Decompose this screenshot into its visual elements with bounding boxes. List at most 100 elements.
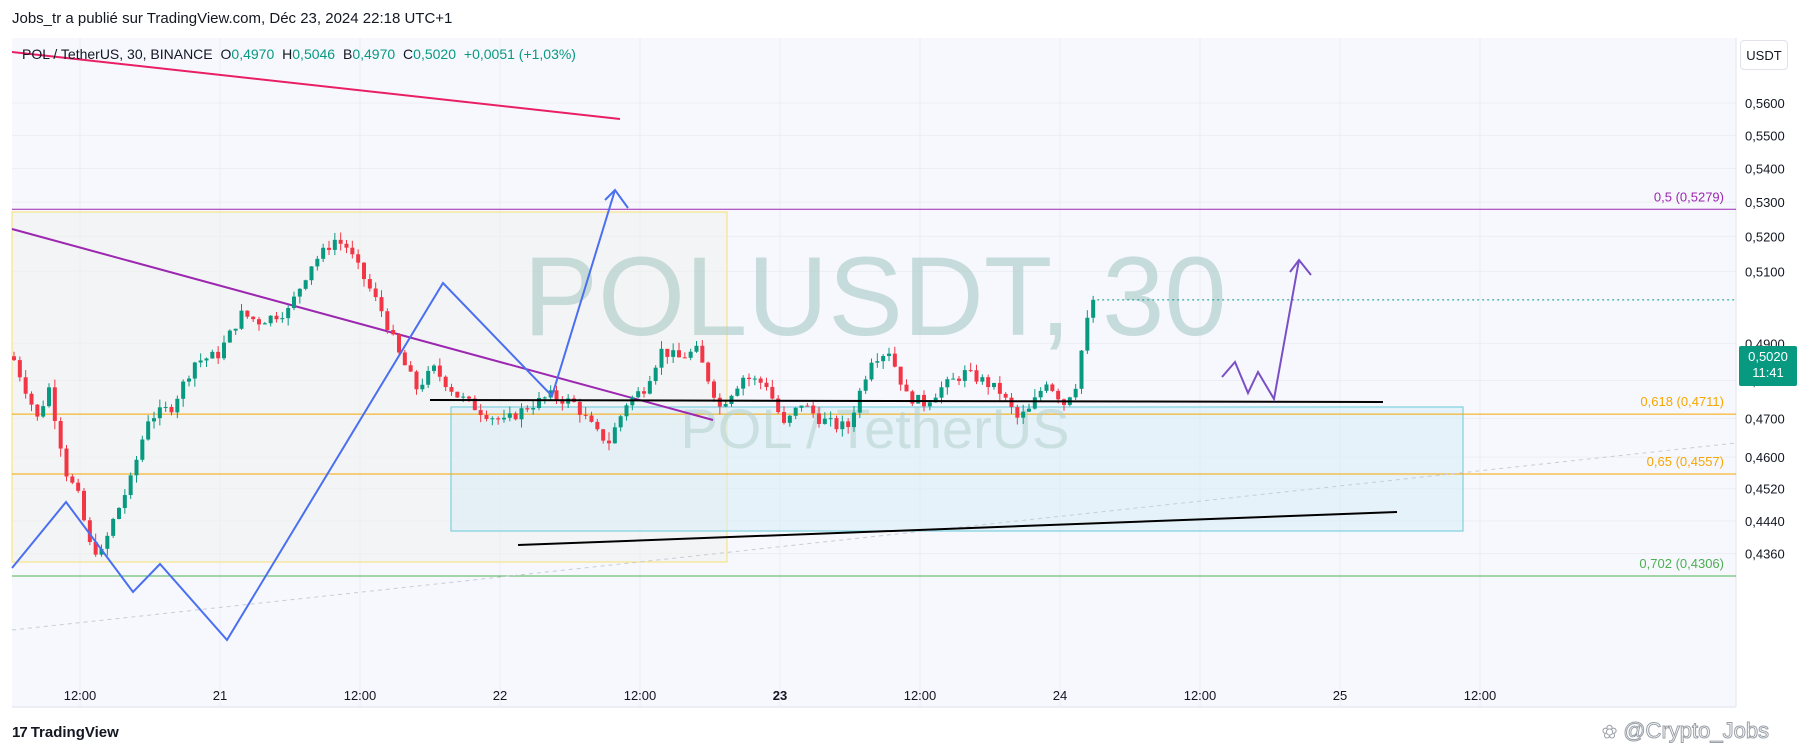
candle-body (852, 412, 856, 428)
tradingview-logo[interactable]: 17 TradingView (12, 724, 119, 741)
candle-body (659, 348, 664, 368)
candle-body (379, 297, 384, 312)
candle-body (502, 417, 506, 420)
candle (204, 357, 209, 367)
pink-trendline[interactable] (11, 51, 621, 120)
price-tick-label: 0,4700 (1745, 411, 1785, 426)
candle (134, 455, 139, 483)
price-tick-label: 0,5200 (1745, 229, 1785, 244)
candle-body (607, 440, 611, 444)
pattern-drawings (11, 188, 1398, 642)
candle-body (134, 459, 139, 476)
candle (892, 346, 897, 368)
candle-body (181, 381, 186, 399)
candle (146, 415, 151, 441)
candle (233, 328, 238, 335)
dashed-trendline[interactable] (11, 442, 1737, 631)
high-label: H (282, 46, 293, 62)
candle (992, 382, 996, 390)
consolidation-box[interactable] (450, 406, 1464, 532)
candle (986, 374, 991, 395)
candle-body (122, 495, 127, 508)
price-tick-label: 0,4440 (1745, 514, 1785, 529)
candle (12, 351, 16, 362)
candle-body (747, 377, 751, 380)
candle (297, 288, 302, 304)
candle (239, 303, 244, 330)
candle (618, 414, 623, 432)
candle-body (64, 448, 69, 477)
candle (321, 243, 326, 263)
candle-body (677, 350, 681, 358)
candle-body (52, 387, 57, 422)
price-tick-label: 0,5400 (1745, 161, 1785, 176)
candle (163, 401, 168, 412)
currency-button[interactable]: USDT (1740, 40, 1788, 70)
candle-body (560, 399, 565, 404)
candle-body (957, 378, 961, 381)
price-tick-label: 0,4520 (1745, 482, 1785, 497)
purple-projection-path[interactable] (1221, 259, 1300, 402)
candle-body (665, 348, 670, 357)
candle (344, 239, 349, 254)
candle (47, 383, 51, 408)
candle (682, 352, 687, 359)
candle (187, 375, 191, 387)
candle-body (146, 421, 151, 440)
time-tick-label: 12:00 (1184, 688, 1217, 703)
candle-body (391, 329, 396, 335)
candle-body (169, 406, 174, 413)
candle-body (484, 415, 489, 420)
candle-body (152, 418, 156, 422)
candle (397, 332, 401, 355)
fib-lines (12, 208, 1736, 577)
candle (1085, 310, 1090, 354)
candle (23, 370, 28, 399)
candle-body (694, 345, 699, 352)
change-value: +0,0051 (+1,03%) (463, 46, 576, 62)
candle-body (1056, 390, 1061, 400)
price-tick-label: 0,5300 (1745, 195, 1785, 210)
candle (152, 411, 156, 429)
candle-body (449, 387, 454, 392)
candle-body (636, 391, 641, 398)
candle (128, 472, 133, 499)
candle-body (758, 378, 763, 383)
candle (793, 407, 798, 420)
candle-body (752, 378, 757, 380)
candle (58, 417, 63, 457)
candle (64, 444, 69, 482)
purple-trendline[interactable] (11, 228, 714, 421)
candle-body (1038, 390, 1043, 398)
resistance-line[interactable] (429, 399, 1384, 403)
candle (367, 273, 372, 292)
candle (840, 415, 845, 437)
candle-body (764, 382, 769, 388)
candle (717, 393, 722, 415)
candle-body (268, 315, 273, 324)
candle (1050, 383, 1055, 393)
candle (583, 407, 588, 420)
candle-body (443, 376, 448, 388)
candle-body (432, 365, 436, 371)
candle (770, 379, 775, 400)
candle-body (706, 362, 711, 382)
candle (76, 478, 81, 493)
fib-level-label: 0,65 (0,4557) (1647, 454, 1724, 469)
candle-body (735, 388, 740, 396)
candle (181, 379, 186, 407)
candle-body (1032, 397, 1037, 409)
candle (601, 428, 606, 444)
candle (210, 349, 215, 359)
support-line[interactable] (517, 511, 1398, 546)
candle-body (980, 377, 985, 382)
candle (764, 377, 769, 391)
candle-body (140, 439, 145, 460)
candle (817, 406, 821, 428)
price-axis[interactable]: 0,56000,55000,54000,53000,52000,51000,49… (1745, 96, 1785, 562)
time-axis[interactable]: 12:00 21 12:00 22 12:00 23 12:00 24 12:00 25 12:00 (64, 688, 1497, 703)
candle-body (828, 418, 833, 420)
candle-body (881, 355, 886, 362)
blue-projection-path[interactable] (11, 189, 616, 642)
